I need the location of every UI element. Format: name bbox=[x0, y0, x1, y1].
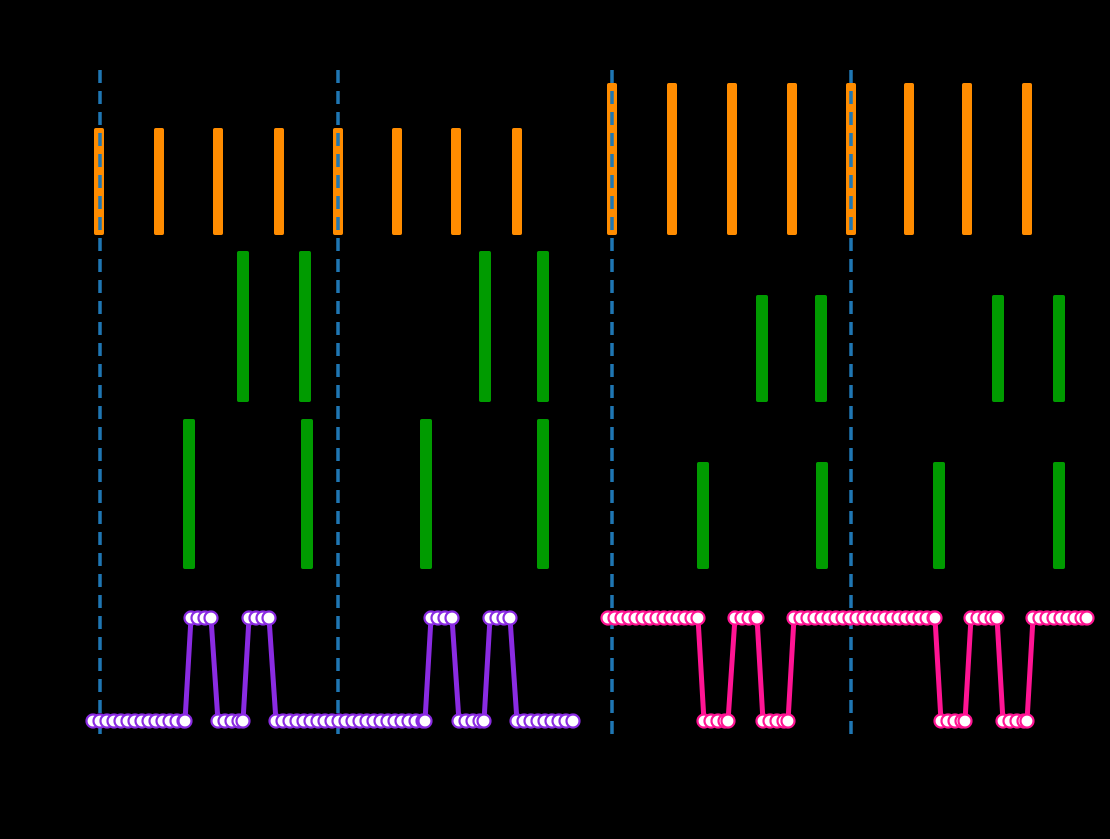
event-bar bbox=[962, 83, 972, 235]
event-bar bbox=[1053, 295, 1065, 402]
event-bar bbox=[787, 83, 797, 235]
trace-marker bbox=[927, 610, 943, 626]
trace-marker bbox=[1019, 713, 1035, 729]
event-bar bbox=[1053, 462, 1065, 569]
trace-marker bbox=[235, 713, 251, 729]
trace-marker bbox=[261, 610, 277, 626]
square-wave-violet bbox=[85, 610, 581, 729]
green-event-row-lower bbox=[183, 419, 1065, 569]
event-bar bbox=[727, 83, 737, 235]
event-bar bbox=[992, 295, 1004, 402]
event-bar bbox=[183, 419, 195, 569]
trace-marker bbox=[565, 713, 581, 729]
trace-marker bbox=[444, 610, 460, 626]
event-bar bbox=[237, 251, 249, 402]
square-wave-pink bbox=[600, 610, 1095, 729]
event-bar bbox=[392, 128, 402, 235]
trace-marker bbox=[957, 713, 973, 729]
event-bar bbox=[479, 251, 491, 402]
event-bar bbox=[697, 462, 709, 569]
event-bar bbox=[420, 419, 432, 569]
event-bar bbox=[756, 295, 768, 402]
event-bar bbox=[451, 128, 461, 235]
trace-marker bbox=[417, 713, 433, 729]
trace-marker bbox=[502, 610, 518, 626]
trace-marker bbox=[177, 713, 193, 729]
event-bar bbox=[1022, 83, 1032, 235]
event-bar bbox=[816, 462, 828, 569]
dashed-vertical-guides bbox=[98, 70, 853, 738]
event-bar bbox=[904, 83, 914, 235]
event-bar bbox=[154, 128, 164, 235]
trace-marker bbox=[989, 610, 1005, 626]
event-bar bbox=[815, 295, 827, 402]
event-bar bbox=[213, 128, 223, 235]
event-bar bbox=[301, 419, 313, 569]
green-event-row-upper bbox=[237, 251, 1065, 402]
trace-marker bbox=[749, 610, 765, 626]
trace-marker bbox=[690, 610, 706, 626]
event-bar bbox=[537, 419, 549, 569]
trace-marker bbox=[203, 610, 219, 626]
event-bar bbox=[933, 462, 945, 569]
event-bar bbox=[667, 83, 677, 235]
trace-marker bbox=[476, 713, 492, 729]
trace-marker bbox=[1079, 610, 1095, 626]
event-bar bbox=[299, 251, 311, 402]
event-bar bbox=[512, 128, 522, 235]
event-bar bbox=[537, 251, 549, 402]
trace-marker bbox=[720, 713, 736, 729]
trace-marker bbox=[780, 713, 796, 729]
event-bar bbox=[274, 128, 284, 235]
